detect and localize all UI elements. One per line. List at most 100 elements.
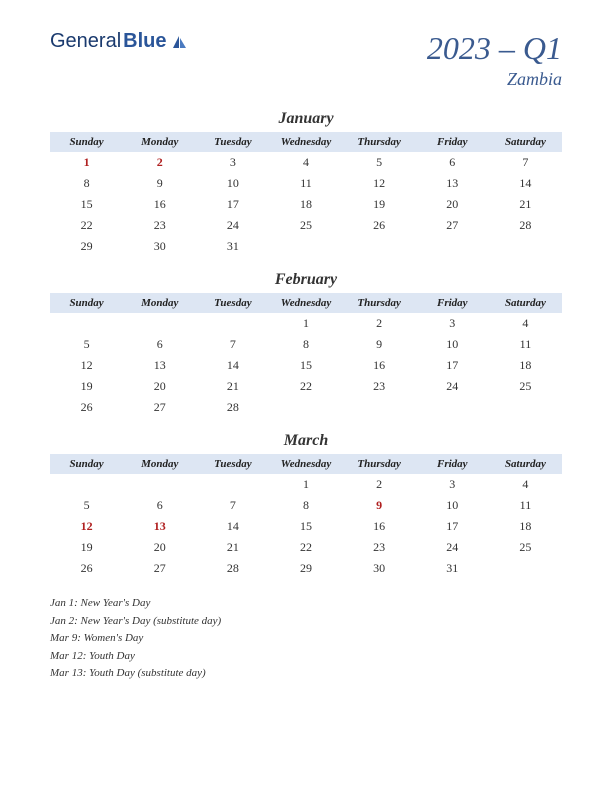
day-cell: 2 bbox=[123, 152, 196, 173]
day-cell: 13 bbox=[123, 516, 196, 537]
header: GeneralBlue 2023 – Q1 Zambia bbox=[50, 30, 562, 90]
day-cell: 20 bbox=[123, 376, 196, 397]
holiday-item: Mar 13: Youth Day (substitute day) bbox=[50, 665, 562, 682]
day-cell: 14 bbox=[196, 355, 269, 376]
day-cell bbox=[196, 474, 269, 495]
day-header: Tuesday bbox=[196, 454, 269, 474]
day-cell: 18 bbox=[489, 516, 562, 537]
day-cell: 10 bbox=[416, 495, 489, 516]
day-cell: 8 bbox=[269, 495, 342, 516]
day-header: Tuesday bbox=[196, 293, 269, 313]
day-cell: 29 bbox=[50, 236, 123, 257]
day-header: Monday bbox=[123, 132, 196, 152]
month-name: January bbox=[50, 110, 562, 128]
day-cell: 5 bbox=[50, 495, 123, 516]
holiday-item: Mar 9: Women's Day bbox=[50, 630, 562, 647]
day-cell: 24 bbox=[416, 537, 489, 558]
day-cell: 31 bbox=[416, 558, 489, 579]
day-cell: 5 bbox=[343, 152, 416, 173]
day-cell: 31 bbox=[196, 236, 269, 257]
day-cell: 6 bbox=[123, 495, 196, 516]
day-cell: 9 bbox=[123, 173, 196, 194]
day-cell bbox=[343, 236, 416, 257]
day-cell: 11 bbox=[269, 173, 342, 194]
day-cell: 17 bbox=[196, 194, 269, 215]
day-cell: 13 bbox=[416, 173, 489, 194]
day-cell: 30 bbox=[343, 558, 416, 579]
day-cell bbox=[50, 313, 123, 334]
day-cell: 23 bbox=[343, 376, 416, 397]
table-row: 19202122232425 bbox=[50, 537, 562, 558]
day-cell: 15 bbox=[50, 194, 123, 215]
calendar-table: SundayMondayTuesdayWednesdayThursdayFrid… bbox=[50, 454, 562, 579]
day-cell: 3 bbox=[196, 152, 269, 173]
day-header: Saturday bbox=[489, 454, 562, 474]
day-cell: 9 bbox=[343, 334, 416, 355]
day-cell: 8 bbox=[50, 173, 123, 194]
day-cell: 27 bbox=[123, 558, 196, 579]
day-header: Thursday bbox=[343, 454, 416, 474]
day-cell: 2 bbox=[343, 313, 416, 334]
day-cell: 20 bbox=[416, 194, 489, 215]
day-cell bbox=[123, 474, 196, 495]
day-cell: 28 bbox=[196, 558, 269, 579]
day-cell: 10 bbox=[416, 334, 489, 355]
day-cell: 16 bbox=[343, 355, 416, 376]
day-cell: 3 bbox=[416, 474, 489, 495]
day-cell bbox=[343, 397, 416, 418]
day-cell: 4 bbox=[489, 313, 562, 334]
table-row: 567891011 bbox=[50, 334, 562, 355]
logo: GeneralBlue bbox=[50, 30, 187, 53]
day-cell: 23 bbox=[123, 215, 196, 236]
day-cell: 25 bbox=[269, 215, 342, 236]
day-cell bbox=[196, 313, 269, 334]
day-cell: 19 bbox=[343, 194, 416, 215]
day-cell: 17 bbox=[416, 355, 489, 376]
day-cell: 1 bbox=[269, 474, 342, 495]
day-cell bbox=[50, 474, 123, 495]
day-cell: 16 bbox=[123, 194, 196, 215]
day-cell: 6 bbox=[123, 334, 196, 355]
day-cell bbox=[269, 397, 342, 418]
table-row: 22232425262728 bbox=[50, 215, 562, 236]
table-row: 262728 bbox=[50, 397, 562, 418]
day-cell: 1 bbox=[269, 313, 342, 334]
day-header: Saturday bbox=[489, 293, 562, 313]
day-cell: 21 bbox=[196, 376, 269, 397]
day-cell: 23 bbox=[343, 537, 416, 558]
day-cell: 29 bbox=[269, 558, 342, 579]
day-header: Thursday bbox=[343, 293, 416, 313]
day-cell: 26 bbox=[50, 397, 123, 418]
day-cell: 3 bbox=[416, 313, 489, 334]
day-cell: 15 bbox=[269, 355, 342, 376]
day-header: Monday bbox=[123, 454, 196, 474]
day-header: Tuesday bbox=[196, 132, 269, 152]
page-subtitle: Zambia bbox=[427, 69, 562, 90]
day-header: Wednesday bbox=[269, 132, 342, 152]
logo-text-1: General bbox=[50, 30, 121, 53]
day-cell: 13 bbox=[123, 355, 196, 376]
day-header: Monday bbox=[123, 293, 196, 313]
table-row: 12131415161718 bbox=[50, 355, 562, 376]
day-cell: 7 bbox=[196, 334, 269, 355]
day-cell: 22 bbox=[269, 376, 342, 397]
day-cell: 28 bbox=[489, 215, 562, 236]
month-block: JanuarySundayMondayTuesdayWednesdayThurs… bbox=[50, 110, 562, 257]
day-cell: 14 bbox=[196, 516, 269, 537]
table-row: 15161718192021 bbox=[50, 194, 562, 215]
day-cell: 6 bbox=[416, 152, 489, 173]
day-cell: 18 bbox=[269, 194, 342, 215]
day-cell: 17 bbox=[416, 516, 489, 537]
table-row: 1234 bbox=[50, 474, 562, 495]
day-cell: 18 bbox=[489, 355, 562, 376]
day-header: Saturday bbox=[489, 132, 562, 152]
day-header: Sunday bbox=[50, 293, 123, 313]
table-row: 891011121314 bbox=[50, 173, 562, 194]
day-cell: 21 bbox=[196, 537, 269, 558]
table-row: 12131415161718 bbox=[50, 516, 562, 537]
day-cell: 22 bbox=[50, 215, 123, 236]
month-block: MarchSundayMondayTuesdayWednesdayThursda… bbox=[50, 432, 562, 579]
day-cell: 26 bbox=[50, 558, 123, 579]
day-cell: 4 bbox=[269, 152, 342, 173]
day-cell: 8 bbox=[269, 334, 342, 355]
